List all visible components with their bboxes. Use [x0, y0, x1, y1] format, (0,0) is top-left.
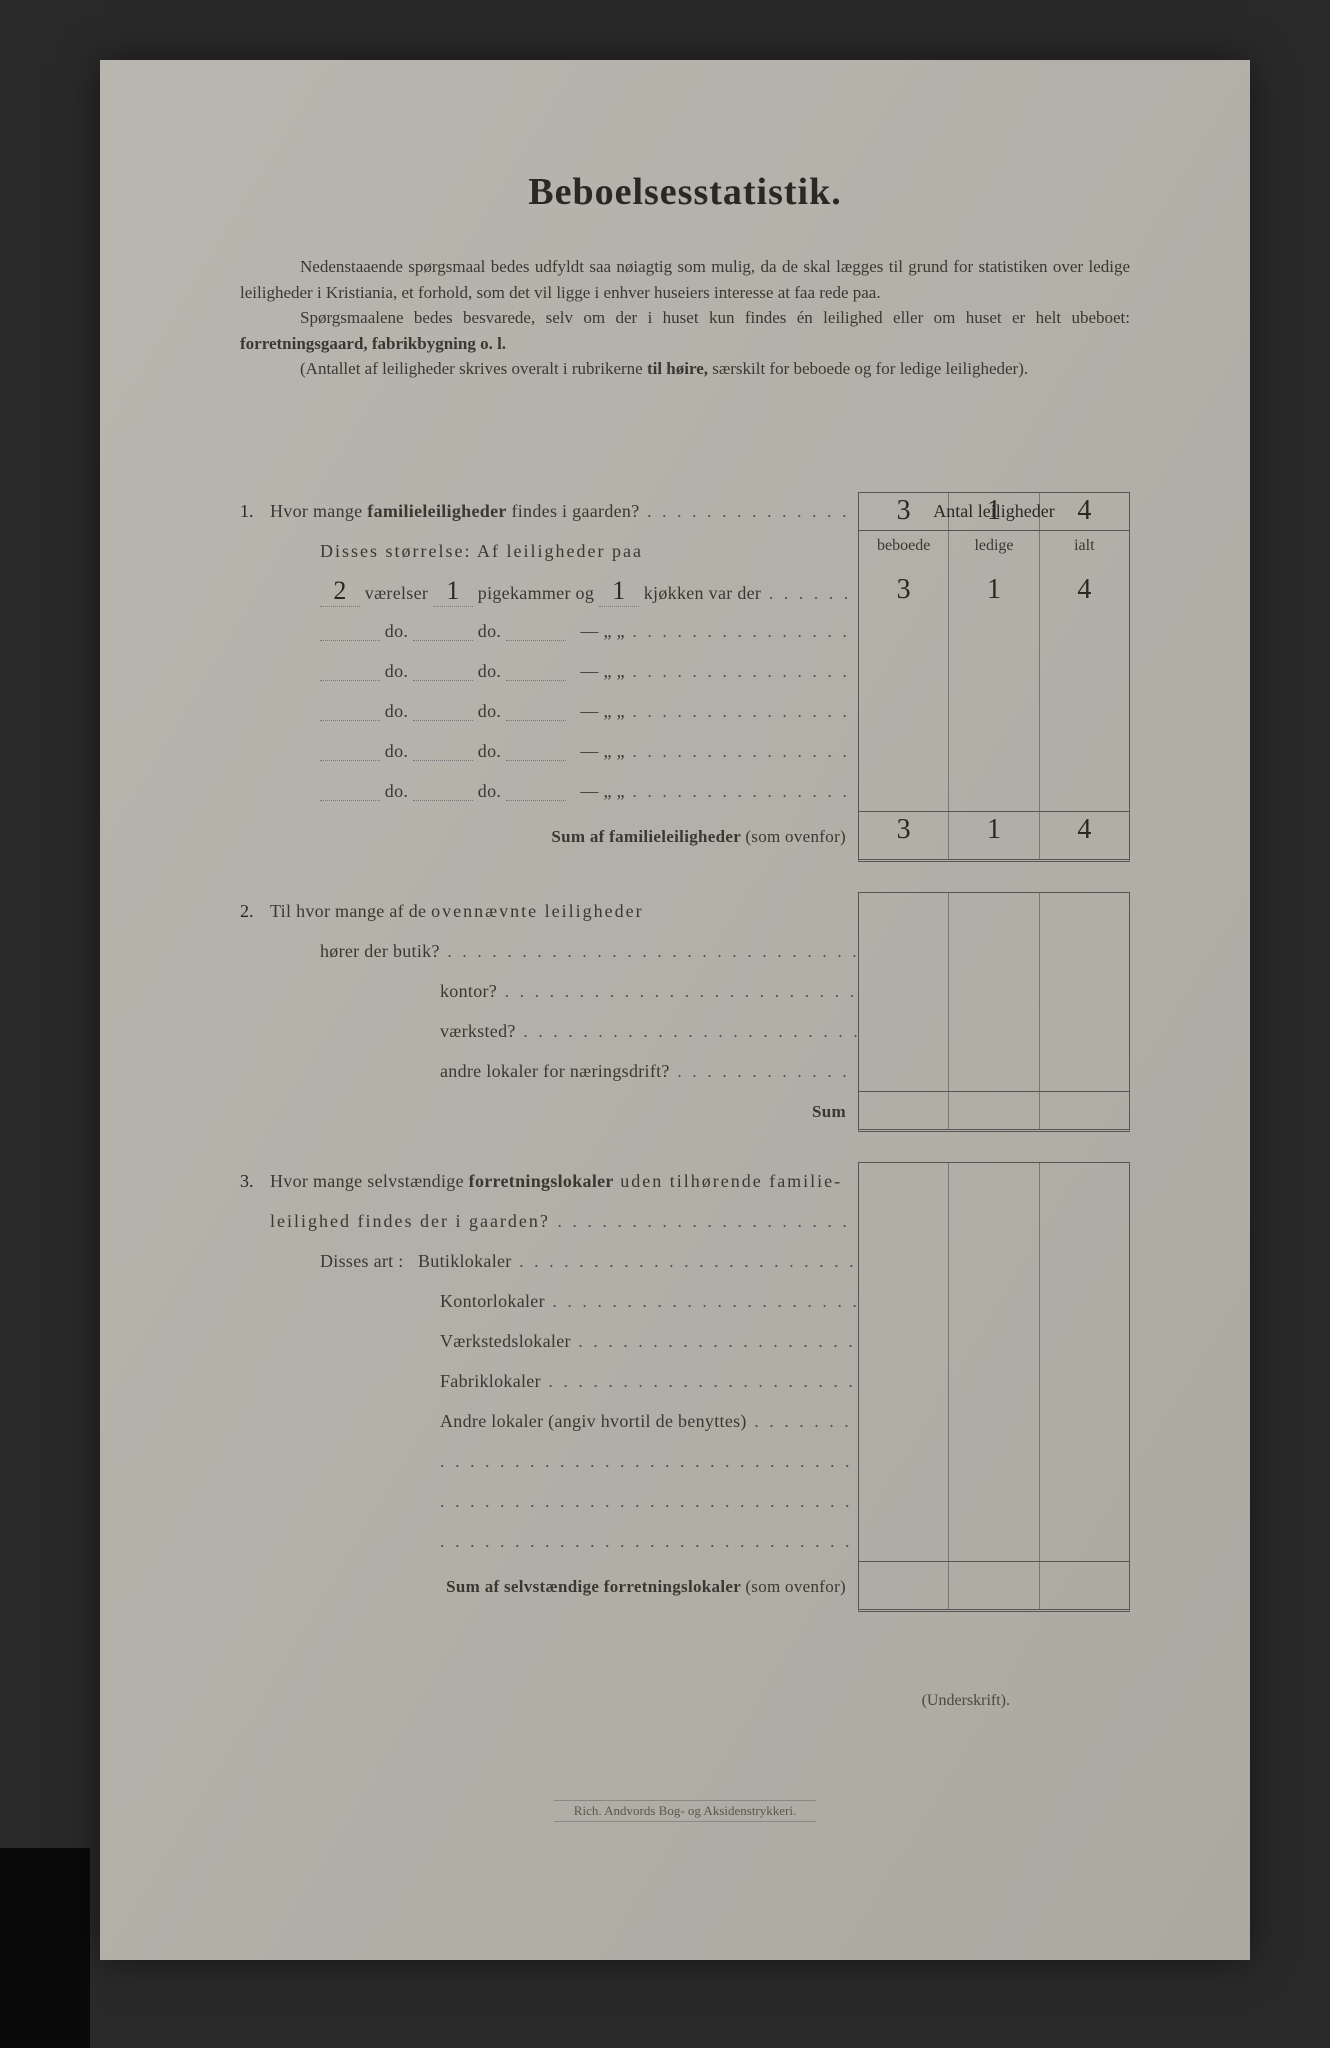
- q3-row: 3. Hvor mange selvstændige forretningslo…: [240, 1162, 1130, 1202]
- col-beboede: beboede: [859, 531, 949, 561]
- sum2-row: Sum: [240, 1092, 1130, 1132]
- intro-p2a: Spørgsmaalene bedes besvarede, selv om d…: [300, 308, 1130, 327]
- r1-ledige: 1: [949, 572, 1039, 612]
- intro-p3a: (Antallet af leiligheder skrives overalt…: [300, 359, 647, 378]
- s1-beboede: 3: [859, 812, 949, 859]
- intro-p3b: til høire,: [647, 359, 708, 378]
- header-title: Antal leiligheder: [859, 493, 1129, 531]
- table-header: Antal leiligheder beboede ledige ialt: [858, 492, 1130, 561]
- room-row-2: do. do. — „ „: [240, 612, 1130, 652]
- q3-andre: Andre lokaler (angiv hvortil de benyttes…: [240, 1402, 1130, 1442]
- intro-p1: Nedenstaaende spørgsmaal bedes udfyldt s…: [240, 257, 1130, 302]
- sum1-row: Sum af familieleiligheder (som ovenfor) …: [240, 812, 1130, 862]
- room-row-4: do. do. — „ „: [240, 692, 1130, 732]
- q3-kontor: Kontorlokaler: [240, 1282, 1130, 1322]
- q3-vaerksted: Værkstedslokaler: [240, 1322, 1130, 1362]
- room-row-5: do. do. — „ „: [240, 732, 1130, 772]
- q2-butik: hører der butik?: [240, 932, 1130, 972]
- form-table: Antal leiligheder beboede ledige ialt 1.…: [240, 492, 1130, 1612]
- q1-number: 1.: [240, 501, 270, 522]
- q3-number: 3.: [240, 1171, 270, 1192]
- s1-ialt: 4: [1040, 812, 1129, 859]
- intro-p2b: forretningsgaard, fabrikbygning o. l.: [240, 334, 506, 353]
- q2-andre: andre lokaler for næringsdrift?: [240, 1052, 1130, 1092]
- intro-p3c: særskilt for beboede og for ledige leili…: [708, 359, 1028, 378]
- s1-ledige: 1: [949, 812, 1039, 859]
- q2-kontor: kontor?: [240, 972, 1130, 1012]
- sum3-row: Sum af selvstændige forretningslokaler (…: [240, 1562, 1130, 1612]
- col-ialt: ialt: [1040, 531, 1129, 561]
- scan-edge: [0, 1848, 90, 2048]
- q2-number: 2.: [240, 901, 270, 922]
- q3-row-b: leilighed findes der i gaarden?: [240, 1202, 1130, 1242]
- intro-text: Nedenstaaende spørgsmaal bedes udfyldt s…: [240, 254, 1130, 382]
- room-row-3: do. do. — „ „: [240, 652, 1130, 692]
- r1-ialt: 4: [1040, 572, 1129, 612]
- document-page: Beboelsesstatistik. Nedenstaaende spørgs…: [100, 60, 1250, 1960]
- room-row-1: 2 værelser 1 pigekammer og 1 kjøkken var…: [240, 572, 1130, 612]
- printer-credit: Rich. Andvords Bog- og Aksidenstrykkeri.: [554, 1800, 816, 1822]
- q3-blank3: [240, 1522, 1130, 1562]
- signature-label: (Underskrift).: [240, 1692, 1010, 1710]
- r1-beboede: 3: [859, 572, 949, 612]
- q3-butik: Disses art : Butiklokaler: [240, 1242, 1130, 1282]
- q3-fabrik: Fabriklokaler: [240, 1362, 1130, 1402]
- q2-row: 2. Til hvor mange af de ovennævnte leili…: [240, 892, 1130, 932]
- page-title: Beboelsesstatistik.: [240, 170, 1130, 214]
- q3-blank2: [240, 1482, 1130, 1522]
- room-row-6: do. do. — „ „: [240, 772, 1130, 812]
- q3-blank1: [240, 1442, 1130, 1482]
- q2-vaerksted: værksted?: [240, 1012, 1130, 1052]
- col-ledige: ledige: [949, 531, 1039, 561]
